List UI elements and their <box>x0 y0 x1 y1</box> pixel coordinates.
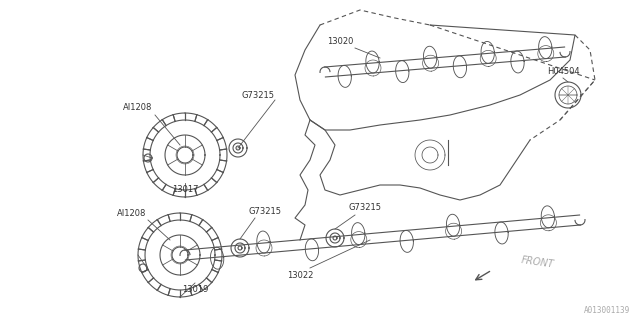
Text: 13019: 13019 <box>182 285 208 294</box>
Text: G73215: G73215 <box>241 91 275 100</box>
Text: FRONT: FRONT <box>520 255 554 269</box>
Circle shape <box>143 113 227 197</box>
Text: 13020: 13020 <box>327 37 353 46</box>
Text: G73215: G73215 <box>349 204 381 212</box>
Text: 13017: 13017 <box>172 186 198 195</box>
Text: A013001139: A013001139 <box>584 306 630 315</box>
Text: G73215: G73215 <box>248 207 282 217</box>
Text: AI1208: AI1208 <box>117 210 147 219</box>
Text: H04504: H04504 <box>547 68 579 76</box>
Circle shape <box>138 213 222 297</box>
Text: AI1208: AI1208 <box>124 103 153 113</box>
Text: 13022: 13022 <box>287 270 313 279</box>
